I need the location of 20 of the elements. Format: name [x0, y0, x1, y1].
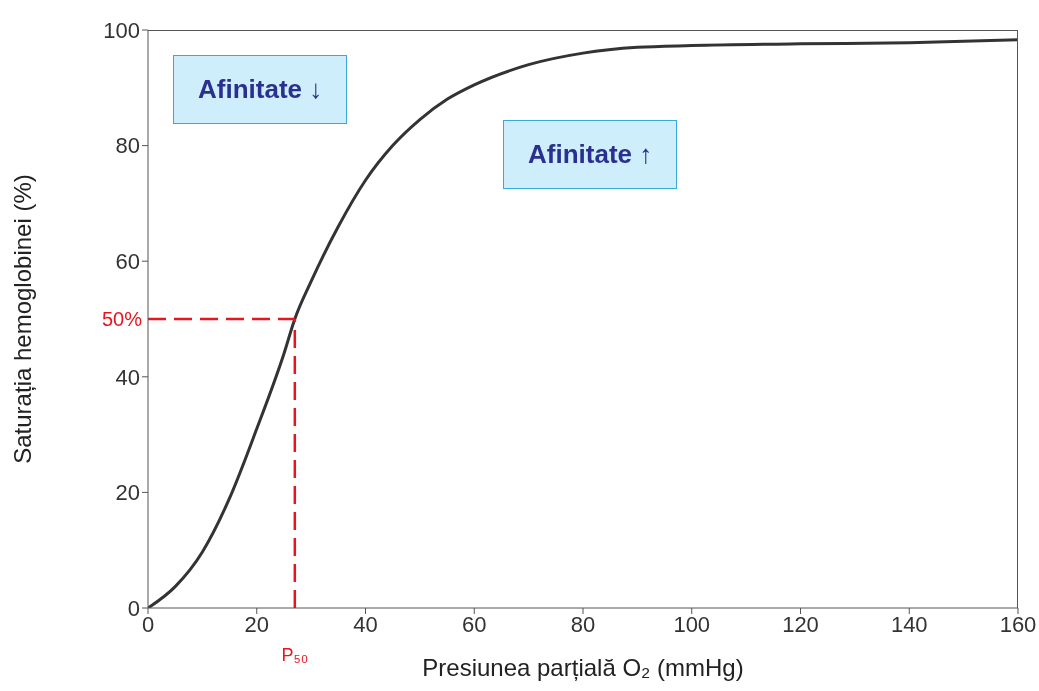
ref-line-label: 50% — [101, 308, 143, 331]
y-tick-label: 100 — [103, 17, 140, 43]
y-tick-label: 20 — [115, 480, 140, 506]
x-tick-label: 140 — [890, 611, 928, 637]
x-tick-label: 120 — [782, 611, 819, 637]
y-axis-title: Saturația hemoglobinei (%) — [8, 174, 36, 464]
ref-line-label: P₅₀ — [281, 644, 309, 665]
x-tick-label: 160 — [999, 611, 1037, 637]
x-tick-label: 40 — [353, 611, 378, 637]
annotation: Afinitate ↓ — [173, 55, 348, 124]
x-tick-label: 60 — [462, 611, 487, 637]
y-tick-label: 40 — [115, 364, 140, 390]
x-tick-label: 20 — [244, 611, 269, 637]
y-tick-label: 80 — [115, 133, 140, 159]
x-tick-label: 80 — [570, 611, 596, 637]
annotation: Afinitate ↑ — [503, 120, 678, 189]
x-tick-label: 100 — [673, 611, 711, 637]
y-tick-label: 0 — [127, 595, 140, 621]
x-axis-title: Presiunea parțială O₂ (mmHg) — [422, 654, 744, 681]
y-tick-label: 60 — [115, 249, 140, 275]
